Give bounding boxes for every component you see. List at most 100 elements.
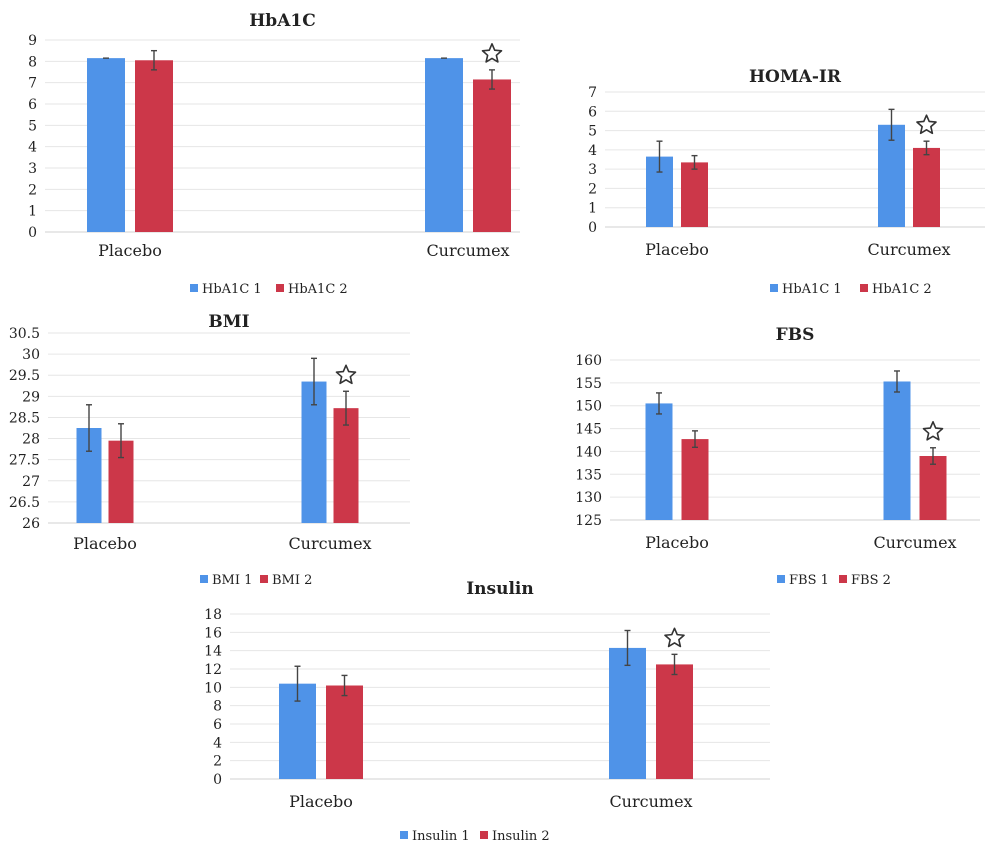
y-tick-label: 26 (22, 516, 40, 532)
error-bar (489, 69, 495, 90)
legend-label: Insulin 2 (492, 829, 550, 844)
y-tick-label: 7 (588, 85, 597, 101)
legend-swatch (400, 831, 408, 839)
legend-swatch (777, 575, 785, 583)
y-tick-label: 16 (204, 625, 222, 641)
category-label: Placebo (73, 534, 137, 553)
y-tick-label: 2 (28, 182, 37, 198)
legend-label: HbA1C 2 (288, 282, 348, 297)
legend-swatch (200, 575, 208, 583)
category-label: Curcumex (867, 240, 950, 259)
y-tick-label: 4 (213, 735, 222, 751)
star-icon (481, 43, 503, 63)
legend-swatch (480, 831, 488, 839)
chart-fbs: FBS 125 130 135 140 145 150 155 160 Placebo Curcum… (540, 318, 1000, 598)
category-label: Placebo (645, 240, 709, 259)
y-tick-label: 0 (28, 225, 37, 241)
y-tick-label: 135 (575, 467, 602, 483)
bar-bmi-1-1 (333, 408, 359, 523)
error-bar (671, 653, 678, 676)
y-tick-label: 29 (22, 389, 40, 405)
bar-fbs-0-0 (645, 403, 673, 520)
legend-swatch (860, 284, 868, 292)
y-tick-label: 145 (575, 422, 602, 438)
category-label: Placebo (645, 533, 709, 552)
error-bar (923, 140, 930, 156)
error-bar (656, 140, 663, 173)
y-tick-label: 5 (28, 118, 37, 134)
error-bar (894, 370, 900, 393)
bar-fbs-0-1 (883, 381, 911, 520)
error-bar (86, 404, 92, 452)
y-tick-label: 2 (588, 181, 597, 197)
y-tick-label: 30.5 (9, 326, 40, 342)
legend-label: HbA1C 2 (872, 282, 932, 297)
y-tick-label: 2 (213, 754, 222, 770)
y-tick-label: 150 (575, 399, 602, 415)
error-bar (888, 108, 895, 141)
y-tick-label: 12 (204, 662, 222, 678)
error-bar (624, 629, 631, 667)
y-tick-label: 140 (575, 444, 602, 460)
category-label: Curcumex (609, 792, 692, 811)
chart-hba1c: HbA1C 0 1 2 3 4 5 6 7 8 9 Placebo Curcumex HbA1C 1 HbA… (0, 0, 540, 310)
y-tick-label: 4 (588, 143, 597, 159)
y-tick-label: 10 (204, 680, 222, 696)
category-label: Curcumex (288, 534, 371, 553)
category-label: Curcumex (426, 241, 509, 260)
bar-insulin-1-1 (656, 664, 693, 779)
star-icon (922, 420, 944, 441)
chart-title: Insulin (466, 579, 534, 599)
legend-label: BMI 2 (272, 573, 312, 588)
bar-hba1c-1-1 (473, 79, 511, 232)
error-bar (311, 357, 317, 406)
y-tick-label: 6 (213, 717, 222, 733)
bar-hba1c-1-0 (135, 60, 173, 233)
error-bar (343, 390, 349, 426)
error-bar (294, 665, 301, 702)
y-tick-label: 155 (575, 376, 602, 392)
legend-label: FBS 2 (851, 573, 891, 588)
chart-bmi-svg: BMI 26 26.5 27 27.5 28 28.5 29 29.5 30 30.5 Placebo… (9, 312, 410, 588)
bar-hba1c-0-1 (425, 58, 463, 233)
bar-insulin-1-0 (326, 685, 363, 779)
y-tick-label: 160 (575, 353, 602, 369)
y-tick-label: 18 (204, 607, 222, 623)
chart-insulin-svg: Insulin 0 2 4 6 8 10 12 14 16 18 Placebo Curcumex Ins… (204, 579, 770, 844)
y-tick-label: 14 (204, 644, 222, 660)
y-tick-label: 26.5 (9, 495, 40, 511)
y-tick-label: 30 (22, 347, 40, 363)
chart-insulin: Insulin 0 2 4 6 8 10 12 14 16 18 Placebo Curcumex Ins… (190, 572, 790, 861)
star-icon (916, 114, 937, 135)
bar-fbs-1-1 (919, 456, 947, 520)
y-tick-label: 8 (213, 699, 222, 715)
y-tick-label: 3 (588, 162, 597, 178)
error-bar (341, 674, 348, 697)
error-bar (691, 154, 698, 170)
y-tick-label: 0 (588, 220, 597, 236)
y-tick-label: 130 (575, 490, 602, 506)
legend-swatch (190, 284, 198, 292)
chart-fbs-svg: FBS 125 130 135 140 145 150 155 160 Placebo Curcum… (575, 325, 980, 588)
y-tick-label: 29.5 (9, 368, 40, 384)
category-label: Curcumex (873, 533, 956, 552)
error-bar (692, 430, 698, 449)
bar-insulin-0-1 (609, 647, 646, 779)
y-tick-label: 125 (575, 513, 602, 529)
y-tick-label: 7 (28, 76, 37, 92)
y-tick-label: 0 (213, 772, 222, 788)
legend-label: HbA1C 1 (202, 282, 262, 297)
y-tick-label: 3 (28, 161, 37, 177)
error-bar (151, 49, 157, 71)
error-bar (656, 392, 662, 415)
chart-title: FBS (776, 325, 815, 345)
legend-label: FBS 1 (789, 573, 829, 588)
y-tick-label: 1 (588, 201, 597, 217)
bar-homa-1-0 (681, 162, 708, 227)
y-tick-label: 28 (22, 432, 40, 448)
y-tick-label: 27.5 (9, 453, 40, 469)
error-bar (118, 423, 124, 459)
star-icon (335, 364, 357, 385)
y-tick-label: 28.5 (9, 410, 40, 426)
chart-title: BMI (208, 312, 249, 332)
